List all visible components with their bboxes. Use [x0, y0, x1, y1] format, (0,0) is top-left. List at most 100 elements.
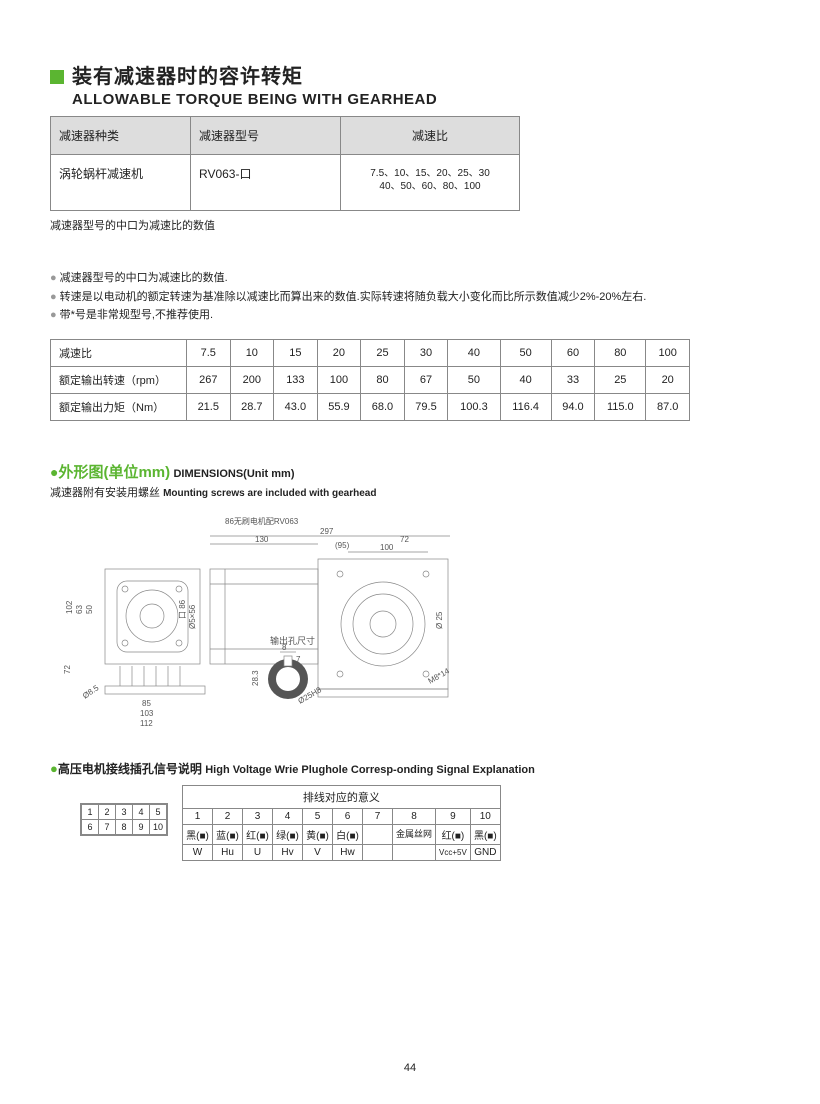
t1-model: RV063-口 [191, 155, 341, 211]
svg-7: 7 [296, 655, 301, 664]
svg-d56: Ø5×56 [188, 604, 197, 629]
dim-note-cn: 减速器附有安装用螺丝 [50, 487, 160, 499]
svg-8: 8 [282, 643, 287, 652]
t2-t2: 43.0 [274, 394, 318, 421]
t2-t1: 28.7 [230, 394, 274, 421]
conn-3: 3 [116, 805, 133, 820]
t1-type: 涡轮蜗杆减速机 [51, 155, 191, 211]
bullet-2-text: 带*号是非常规型号,不推荐使用. [60, 309, 213, 321]
svg-100: 100 [380, 543, 394, 552]
n1: 2 [213, 809, 243, 825]
n2: 3 [243, 809, 273, 825]
title-cn: 装有减速器时的容许转矩 [72, 60, 303, 89]
t1-ratios-l1: 7.5、10、15、20、25、30 [370, 168, 490, 179]
s9: GND [470, 845, 500, 861]
conn-1: 1 [82, 805, 99, 820]
t2-t10: 87.0 [646, 394, 690, 421]
svg-72l: 72 [63, 665, 72, 674]
bullet-0: ●减速器型号的中口为减速比的数值. [50, 269, 770, 288]
svg-72t: 72 [400, 535, 409, 544]
wiring-header: ●高压电机接线插孔信号说明 High Voltage Wrie Plughole… [50, 760, 770, 777]
t2-c9: 80 [595, 340, 646, 367]
t2-t5: 79.5 [404, 394, 448, 421]
dimensions-header: ●外形图(单位mm) DIMENSIONS(Unit mm) [50, 461, 770, 482]
n7: 8 [393, 809, 436, 825]
bullet-1-text: 转速是以电动机的额定转速为基准除以减速比而算出来的数值.实际转速将随负载大小变化… [60, 291, 647, 303]
s1: Hu [213, 845, 243, 861]
t2-t0: 21.5 [187, 394, 231, 421]
t2-r1: 200 [230, 367, 274, 394]
conn-10: 10 [150, 820, 167, 835]
conn-8: 8 [116, 820, 133, 835]
t2-r2: 133 [274, 367, 318, 394]
t2-t9: 115.0 [595, 394, 646, 421]
conn-7: 7 [99, 820, 116, 835]
t2-c4: 25 [361, 340, 405, 367]
conn-9: 9 [133, 820, 150, 835]
t3-row-num: 1 2 3 4 5 6 7 8 9 10 [183, 809, 501, 825]
c4: 黄(■) [303, 825, 333, 845]
t2-c8: 60 [551, 340, 595, 367]
ratio-spec-table: 减速比 7.5 10 15 20 25 30 40 50 60 80 100 额… [50, 339, 690, 421]
t1-ratios: 7.5、10、15、20、25、30 40、50、60、80、100 [341, 155, 520, 211]
dim-cn: 外形图(单位mm) [58, 464, 170, 481]
t2-r7: 40 [500, 367, 551, 394]
svg-95: (95) [335, 541, 350, 550]
section-header: 装有减速器时的容许转矩 [50, 60, 770, 89]
notes-list: ●减速器型号的中口为减速比的数值. ●转速是以电动机的额定转速为基准除以减速比而… [50, 269, 770, 325]
c6 [363, 825, 393, 845]
svg-title: 86无刷电机配RV063 [225, 516, 299, 526]
n9: 10 [470, 809, 500, 825]
svg-103: 103 [140, 709, 154, 718]
t3-row-signal: W Hu U Hv V Hw Vcc+5V GND [183, 845, 501, 861]
dim-note: 减速器附有安装用螺丝 Mounting screws are included … [50, 484, 770, 500]
t2-c5: 30 [404, 340, 448, 367]
c0: 黑(■) [183, 825, 213, 845]
s6 [363, 845, 393, 861]
bullet-0-text: 减速器型号的中口为减速比的数值. [60, 272, 228, 284]
bullet-dot-icon: ● [50, 309, 57, 321]
svg-130: 130 [255, 535, 269, 544]
c5: 白(■) [333, 825, 363, 845]
svg-112: 112 [140, 719, 153, 728]
t2-row-torque: 额定输出力矩（Nm） 21.5 28.7 43.0 55.9 68.0 79.5… [51, 394, 690, 421]
c3: 绿(■) [273, 825, 303, 845]
t2-r10: 20 [646, 367, 690, 394]
t2-r5: 67 [404, 367, 448, 394]
t2-r8: 33 [551, 367, 595, 394]
t2-l2: 额定输出力矩（Nm） [51, 394, 187, 421]
t2-c7: 50 [500, 340, 551, 367]
conn-5: 5 [150, 805, 167, 820]
t1-h0: 减速器种类 [51, 117, 191, 155]
svg-102: 102 [65, 600, 74, 614]
svg-out: 输出孔尺寸 [270, 635, 315, 646]
page-number: 44 [0, 1062, 820, 1074]
conn-6: 6 [82, 820, 99, 835]
t2-c10: 100 [646, 340, 690, 367]
green-square-icon [50, 70, 64, 84]
t1-ratios-l2: 40、50、60、80、100 [379, 181, 480, 192]
svg-297: 297 [320, 527, 334, 536]
c1: 蓝(■) [213, 825, 243, 845]
n3: 4 [273, 809, 303, 825]
c7: 金属丝网 [393, 825, 436, 845]
n4: 5 [303, 809, 333, 825]
t2-c0: 7.5 [187, 340, 231, 367]
bullet-2: ●带*号是非常规型号,不推荐使用. [50, 306, 770, 325]
gearhead-type-table: 减速器种类 减速器型号 减速比 涡轮蜗杆减速机 RV063-口 7.5、10、1… [50, 116, 520, 211]
t2-r6: 50 [448, 367, 500, 394]
dimension-drawing: 86无刷电机配RV063 297 130 (95) 72 100 102 63 … [50, 514, 470, 734]
t1-h1: 减速器型号 [191, 117, 341, 155]
bullet-dot-icon: ● [50, 291, 57, 303]
title-en: ALLOWABLE TORQUE BEING WITH GEARHEAD [72, 91, 770, 108]
conn-2: 2 [99, 805, 116, 820]
t2-t3: 55.9 [317, 394, 361, 421]
t2-c2: 15 [274, 340, 318, 367]
bullet-1: ●转速是以电动机的额定转速为基准除以减速比而算出来的数值.实际转速将随负载大小变… [50, 288, 770, 307]
dim-en: DIMENSIONS(Unit mm) [173, 468, 294, 480]
n0: 1 [183, 809, 213, 825]
t2-r9: 25 [595, 367, 646, 394]
s5: Hw [333, 845, 363, 861]
wiring-signal-table: 排线对应的意义 1 2 3 4 5 6 7 8 9 10 黑(■) 蓝(■) 红… [182, 785, 501, 861]
c9: 黑(■) [470, 825, 500, 845]
